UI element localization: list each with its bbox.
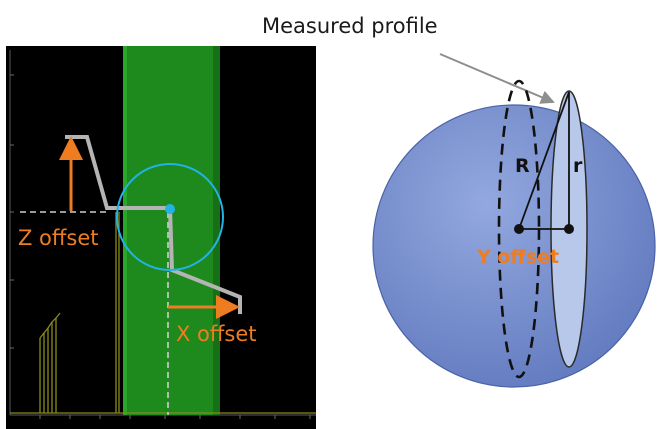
y-offset-label: Y offset [476, 246, 559, 268]
fit-circle [116, 163, 224, 271]
R-label: R [515, 155, 530, 177]
r-label: r [573, 155, 583, 177]
sphere-diagram: R r Y offset [372, 79, 656, 388]
z-offset-label: Z offset [18, 226, 98, 250]
sphere-center-dot [514, 224, 524, 234]
circle-center-dot [165, 204, 175, 214]
measurement-plot: Z offset X offset [6, 46, 316, 429]
green-band-edge-left [123, 46, 127, 415]
disc-center-dot [564, 224, 574, 234]
plot-x-ticks [39, 415, 311, 419]
green-band-edge-right [213, 46, 220, 415]
radius-R-line [518, 91, 570, 230]
x-offset-label: X offset [176, 322, 256, 346]
figure-title: Measured profile [262, 14, 438, 38]
title-pointer-arrow-right [439, 53, 555, 104]
yellow-data-traces [10, 212, 316, 414]
